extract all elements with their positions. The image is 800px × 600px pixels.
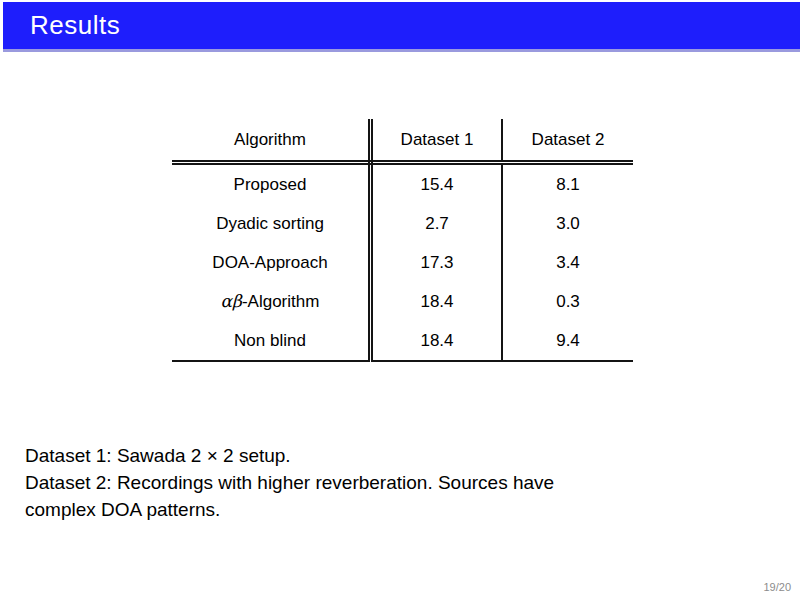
dataset1-value: 15.4	[371, 163, 503, 205]
column-header-dataset1: Dataset 1	[371, 119, 503, 163]
dataset1-value: 17.3	[371, 243, 503, 282]
dataset2-value: 3.0	[502, 204, 633, 243]
dataset2-value: 8.1	[502, 163, 633, 205]
results-table: Algorithm Dataset 1 Dataset 2 Proposed 1…	[172, 119, 633, 362]
table-row: Proposed 15.4 8.1	[172, 163, 633, 205]
slide-title: Results	[30, 10, 120, 41]
dataset2-value: 0.3	[502, 282, 633, 321]
algorithm-name: DOA-Approach	[172, 243, 371, 282]
algorithm-label: DOA-Approach	[212, 253, 327, 272]
note-line-dataset2: Dataset 2: Recordings with higher reverb…	[25, 469, 554, 496]
slide: Results Algorithm Dataset 1 Dataset 2 Pr…	[0, 0, 800, 600]
page-indicator: 19/20	[763, 581, 791, 593]
dataset2-value: 9.4	[502, 321, 633, 361]
column-header-dataset2: Dataset 2	[502, 119, 633, 163]
algorithm-name: Proposed	[172, 163, 371, 205]
slide-title-bar: Results	[3, 2, 800, 52]
note-line-dataset2-cont: complex DOA patterns.	[25, 496, 554, 523]
results-table-header: Algorithm Dataset 1 Dataset 2	[172, 119, 633, 163]
algorithm-label: Non blind	[234, 331, 306, 350]
algorithm-label: -Algorithm	[242, 292, 319, 311]
table-header-row: Algorithm Dataset 1 Dataset 2	[172, 119, 633, 163]
results-table-body: Proposed 15.4 8.1 Dyadic sorting 2.7 3.0…	[172, 163, 633, 362]
algorithm-name: αβ-Algorithm	[172, 282, 371, 321]
algorithm-label: Proposed	[234, 175, 307, 194]
dataset1-value: 18.4	[371, 321, 503, 361]
table-row: DOA-Approach 17.3 3.4	[172, 243, 633, 282]
note-line-dataset1: Dataset 1: Sawada 2 × 2 setup.	[25, 442, 554, 469]
algorithm-label: Dyadic sorting	[216, 214, 324, 233]
dataset2-value: 3.4	[502, 243, 633, 282]
dataset-notes: Dataset 1: Sawada 2 × 2 setup. Dataset 2…	[25, 442, 554, 523]
math-prefix: αβ	[221, 291, 242, 311]
table-row: Non blind 18.4 9.4	[172, 321, 633, 361]
table-row: αβ-Algorithm 18.4 0.3	[172, 282, 633, 321]
algorithm-name: Dyadic sorting	[172, 204, 371, 243]
table-row: Dyadic sorting 2.7 3.0	[172, 204, 633, 243]
algorithm-name: Non blind	[172, 321, 371, 361]
dataset1-value: 2.7	[371, 204, 503, 243]
column-header-algorithm: Algorithm	[172, 119, 371, 163]
dataset1-value: 18.4	[371, 282, 503, 321]
